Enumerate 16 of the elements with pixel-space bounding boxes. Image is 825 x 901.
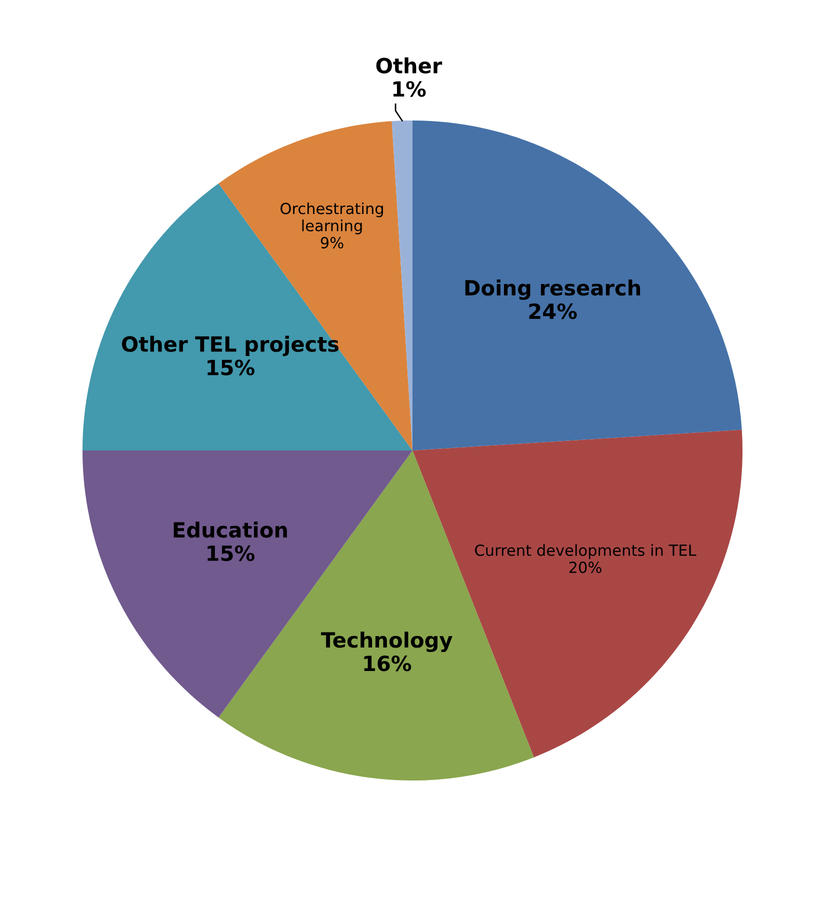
pie-slice — [82, 184, 412, 450]
data-label: 24% — [529, 303, 577, 320]
slice-label: Current developments in TEL — [475, 544, 696, 559]
data-label: 9% — [320, 236, 344, 248]
data-label: 20% — [569, 562, 602, 574]
slice-label: Other — [376, 57, 442, 74]
slice-label: Doing research — [465, 280, 640, 300]
slice-label: Technology — [321, 632, 452, 652]
pie-slice — [412, 120, 742, 450]
slice-label: Education — [174, 522, 287, 538]
data-label: 15% — [208, 545, 254, 562]
slice-label: Other TEL projects — [122, 336, 339, 356]
data-label: 15% — [208, 360, 254, 376]
slice-label: Orchestrating learning — [280, 202, 383, 234]
data-label: 1% — [393, 81, 426, 97]
data-label: 16% — [364, 656, 412, 672]
